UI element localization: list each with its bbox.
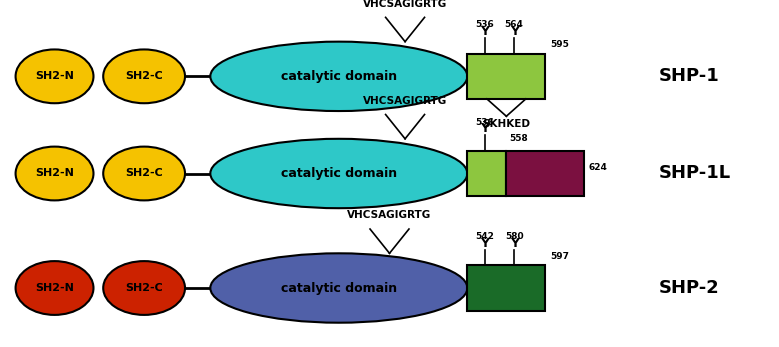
Text: SHP-2: SHP-2 [658,279,719,297]
Text: SH2-N: SH2-N [35,283,74,293]
Text: SH2-N: SH2-N [35,169,74,178]
Text: catalytic domain: catalytic domain [280,167,397,180]
Ellipse shape [103,261,185,315]
Text: 597: 597 [550,252,569,261]
Text: SH2-C: SH2-C [125,169,163,178]
Text: VHCSAGIGRTG: VHCSAGIGRTG [363,0,447,9]
Text: 595: 595 [550,40,569,49]
Ellipse shape [16,261,93,315]
Text: SH2-C: SH2-C [125,283,163,293]
Text: VHCSAGIGRTG: VHCSAGIGRTG [347,210,432,220]
Bar [467,54,545,99]
Text: SHP-1: SHP-1 [658,67,719,85]
Text: catalytic domain: catalytic domain [280,281,397,295]
Ellipse shape [103,50,185,103]
Text: SH2-N: SH2-N [35,71,74,81]
Text: 536: 536 [475,20,494,29]
Text: SKHKED: SKHKED [482,119,530,129]
Ellipse shape [210,253,467,323]
Ellipse shape [210,42,467,111]
Text: 558: 558 [509,134,528,143]
Text: 564: 564 [505,20,523,29]
Text: 624: 624 [589,163,608,172]
Text: Y: Y [480,25,489,38]
Bar [467,151,506,196]
Text: catalytic domain: catalytic domain [280,70,397,83]
Text: Y: Y [509,25,519,38]
Text: Y: Y [481,122,489,135]
Text: SH2-C: SH2-C [125,71,163,81]
Bar [467,265,545,311]
Ellipse shape [16,50,93,103]
Ellipse shape [16,147,93,200]
Text: Y: Y [480,237,489,250]
Text: 536: 536 [475,118,495,127]
Bar [506,151,584,196]
Ellipse shape [210,139,467,208]
Text: 542: 542 [475,232,494,241]
Ellipse shape [103,147,185,200]
Text: SHP-1L: SHP-1L [658,164,731,183]
Text: 580: 580 [505,232,523,241]
Text: Y: Y [509,237,519,250]
Text: VHCSAGIGRTG: VHCSAGIGRTG [363,96,447,106]
